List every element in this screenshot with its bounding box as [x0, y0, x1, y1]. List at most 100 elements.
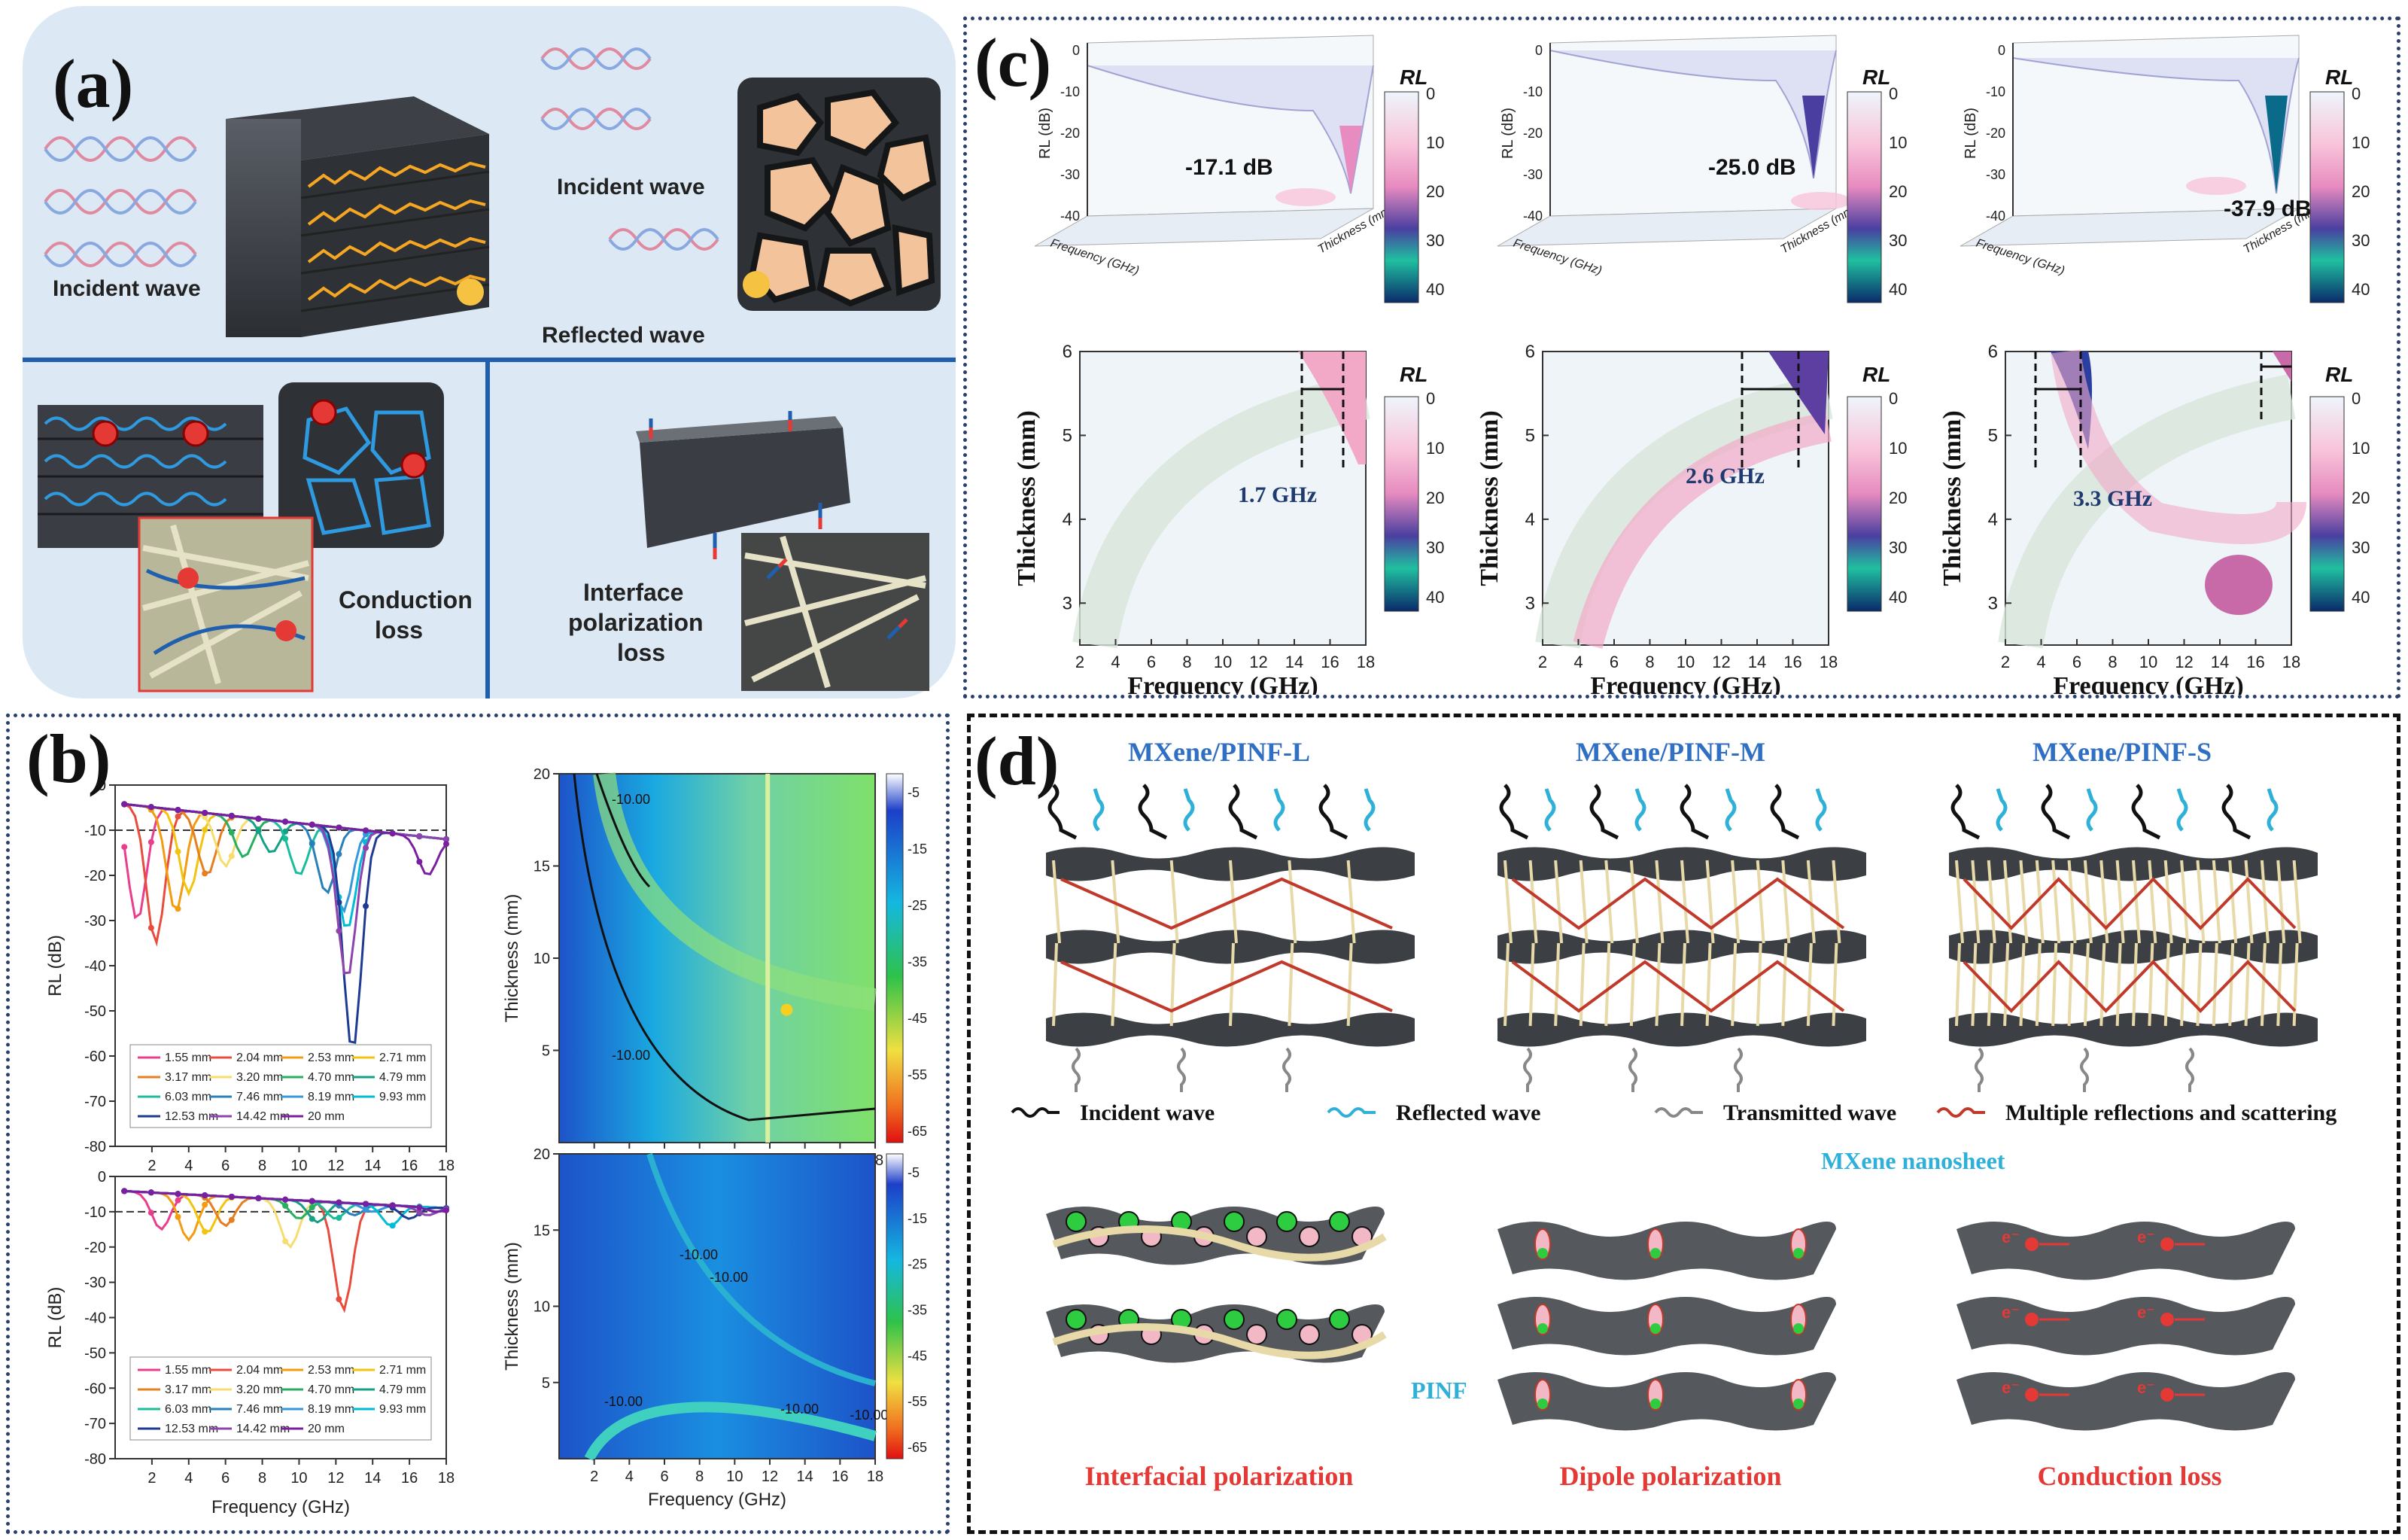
pinf-fiber	[1705, 860, 1715, 944]
y-tick-label: -30	[84, 913, 106, 930]
negative-charge	[1224, 1211, 1245, 1232]
panel-a: Incident wave Incident wave Reflected wa…	[23, 6, 956, 698]
incident-arrow	[1138, 784, 1168, 840]
pinf-fiber	[1579, 942, 1586, 1027]
multiple-reflection-path	[1963, 877, 2297, 930]
x-tick-label: 10	[1677, 653, 1695, 671]
reflected-arrow	[1093, 788, 1105, 832]
pinf-fiber	[1680, 942, 1686, 1027]
incident-arrow	[1318, 784, 1348, 840]
series-point	[282, 818, 289, 825]
reflected-arrow	[1634, 788, 1646, 832]
transmitted-arrow	[1177, 1047, 1186, 1092]
x-tick-label: 16	[401, 1470, 418, 1487]
pinf-fiber	[1731, 860, 1741, 944]
peak-label: -17.1 dB	[1185, 155, 1273, 180]
dipole-negative	[1793, 1248, 1804, 1258]
column-title: MXene/PINF-M	[1576, 737, 1765, 767]
colorbar-title: RL	[2325, 65, 2353, 89]
y-tick-label: 10	[534, 1299, 550, 1316]
pinf-fiber	[2260, 860, 2270, 944]
pinf-fiber	[2003, 860, 2013, 944]
y-tick-label: 5	[542, 1043, 550, 1060]
conduction-loss-illustration	[38, 382, 444, 692]
x-tick-label: 16	[401, 1158, 418, 1174]
colorbar-tick-label: 0	[1889, 389, 1898, 408]
colorbar-tick-label: 10	[2352, 133, 2370, 152]
surface-mesh	[1087, 65, 1374, 194]
dipole-negative	[1650, 1323, 1661, 1334]
y-tick-label: -20	[84, 868, 106, 884]
mxene-sheet	[1949, 930, 2318, 964]
x-tick-label: 12	[327, 1158, 344, 1174]
electron-symbol: e⁻	[2137, 1378, 2155, 1397]
mechanism-column: MXene/PINF-S	[1949, 737, 2318, 1092]
electron-symbol: e⁻	[2002, 1228, 2020, 1246]
legend-entry: 1.55 mm	[165, 1364, 211, 1377]
legend-entry: 9.93 mm	[379, 1091, 426, 1103]
colorbar-title: RL	[1400, 65, 1427, 89]
mxene-sheet	[1497, 1222, 1836, 1280]
colorbar-tick-label: 40	[1889, 588, 1907, 607]
y-tick-label: -60	[84, 1380, 106, 1397]
pinf-fiber	[2067, 860, 2077, 944]
y-tick-label: -70	[84, 1094, 106, 1110]
pinf-fiber	[1528, 860, 1538, 944]
electron	[2025, 1313, 2039, 1326]
rl-heatmap-bottom: -10.00 -10.00 -10.00 -10.00 -10.00 2 4 6 8 10 12 14…	[502, 1146, 927, 1510]
pinf-fiber	[1756, 860, 1765, 944]
pinf-fiber	[1832, 942, 1838, 1027]
x-tick-label: 4	[2036, 653, 2045, 671]
series-point	[255, 828, 262, 835]
colorbar-tick-label: 30	[2352, 231, 2370, 250]
x-tick-label: 14	[797, 1468, 813, 1485]
series-point	[443, 841, 449, 848]
panel-a-illustration: Incident wave Incident wave Reflected wa…	[23, 47, 956, 698]
reflected-arrow	[1544, 788, 1556, 832]
mxene-sheet	[1497, 1297, 1836, 1356]
rl-line-chart-top: 246810121416180-10-20-30-40-50-60-70-80F…	[45, 778, 455, 1205]
reflected-arrow	[1364, 788, 1376, 832]
x-tick-label: 4	[184, 1158, 193, 1174]
y-tick-label: -10	[1060, 84, 1080, 99]
colorbar-tick-label: -55	[908, 1067, 927, 1082]
contour-line	[595, 773, 651, 888]
series-point	[389, 1222, 396, 1229]
legend-incident: Incident wave	[1080, 1100, 1215, 1125]
dipole-negative	[1537, 1323, 1548, 1334]
pinf-fiber	[2099, 942, 2106, 1027]
incident-wave-right-label: Incident wave	[557, 175, 705, 199]
legend-entry: 4.79 mm	[379, 1071, 426, 1084]
series-point	[282, 1202, 289, 1209]
pinf-fiber	[2212, 942, 2218, 1027]
legend-entry: 4.79 mm	[379, 1383, 426, 1396]
legend-multiple: Multiple reflections and scattering	[2005, 1100, 2337, 1125]
x-tick-label: 2	[147, 1158, 156, 1174]
x-tick-label: 12	[762, 1468, 778, 1485]
series-point	[363, 902, 369, 909]
contour-hot	[2205, 555, 2273, 615]
incident-arrow	[2041, 784, 2071, 840]
pinf-fiber	[1169, 860, 1179, 944]
lamellar-block	[226, 96, 490, 337]
pinf-fiber	[1288, 942, 1294, 1027]
pinf-fiber	[1579, 860, 1589, 944]
pinf-fiber	[1629, 942, 1636, 1027]
pinf-fiber	[1731, 942, 1738, 1027]
legend-entry: 3.17 mm	[165, 1071, 211, 1084]
colorbar	[2309, 396, 2345, 612]
pinf-fiber	[2148, 860, 2157, 944]
transmitted-arrow	[1282, 1047, 1291, 1092]
pinf-fiber	[2083, 860, 2093, 944]
incident-arrow	[2221, 784, 2251, 840]
panel-b-letter: (b)	[26, 720, 111, 797]
series-point	[282, 1196, 289, 1203]
legend-entry: 12.53 mm	[165, 1110, 218, 1123]
negative-charge	[1329, 1211, 1350, 1232]
legend-entry: 8.19 mm	[308, 1091, 354, 1103]
pinf-fiber	[1806, 860, 1816, 944]
colorbar-title: RL	[2325, 363, 2353, 386]
surface-mesh	[2012, 57, 2300, 194]
